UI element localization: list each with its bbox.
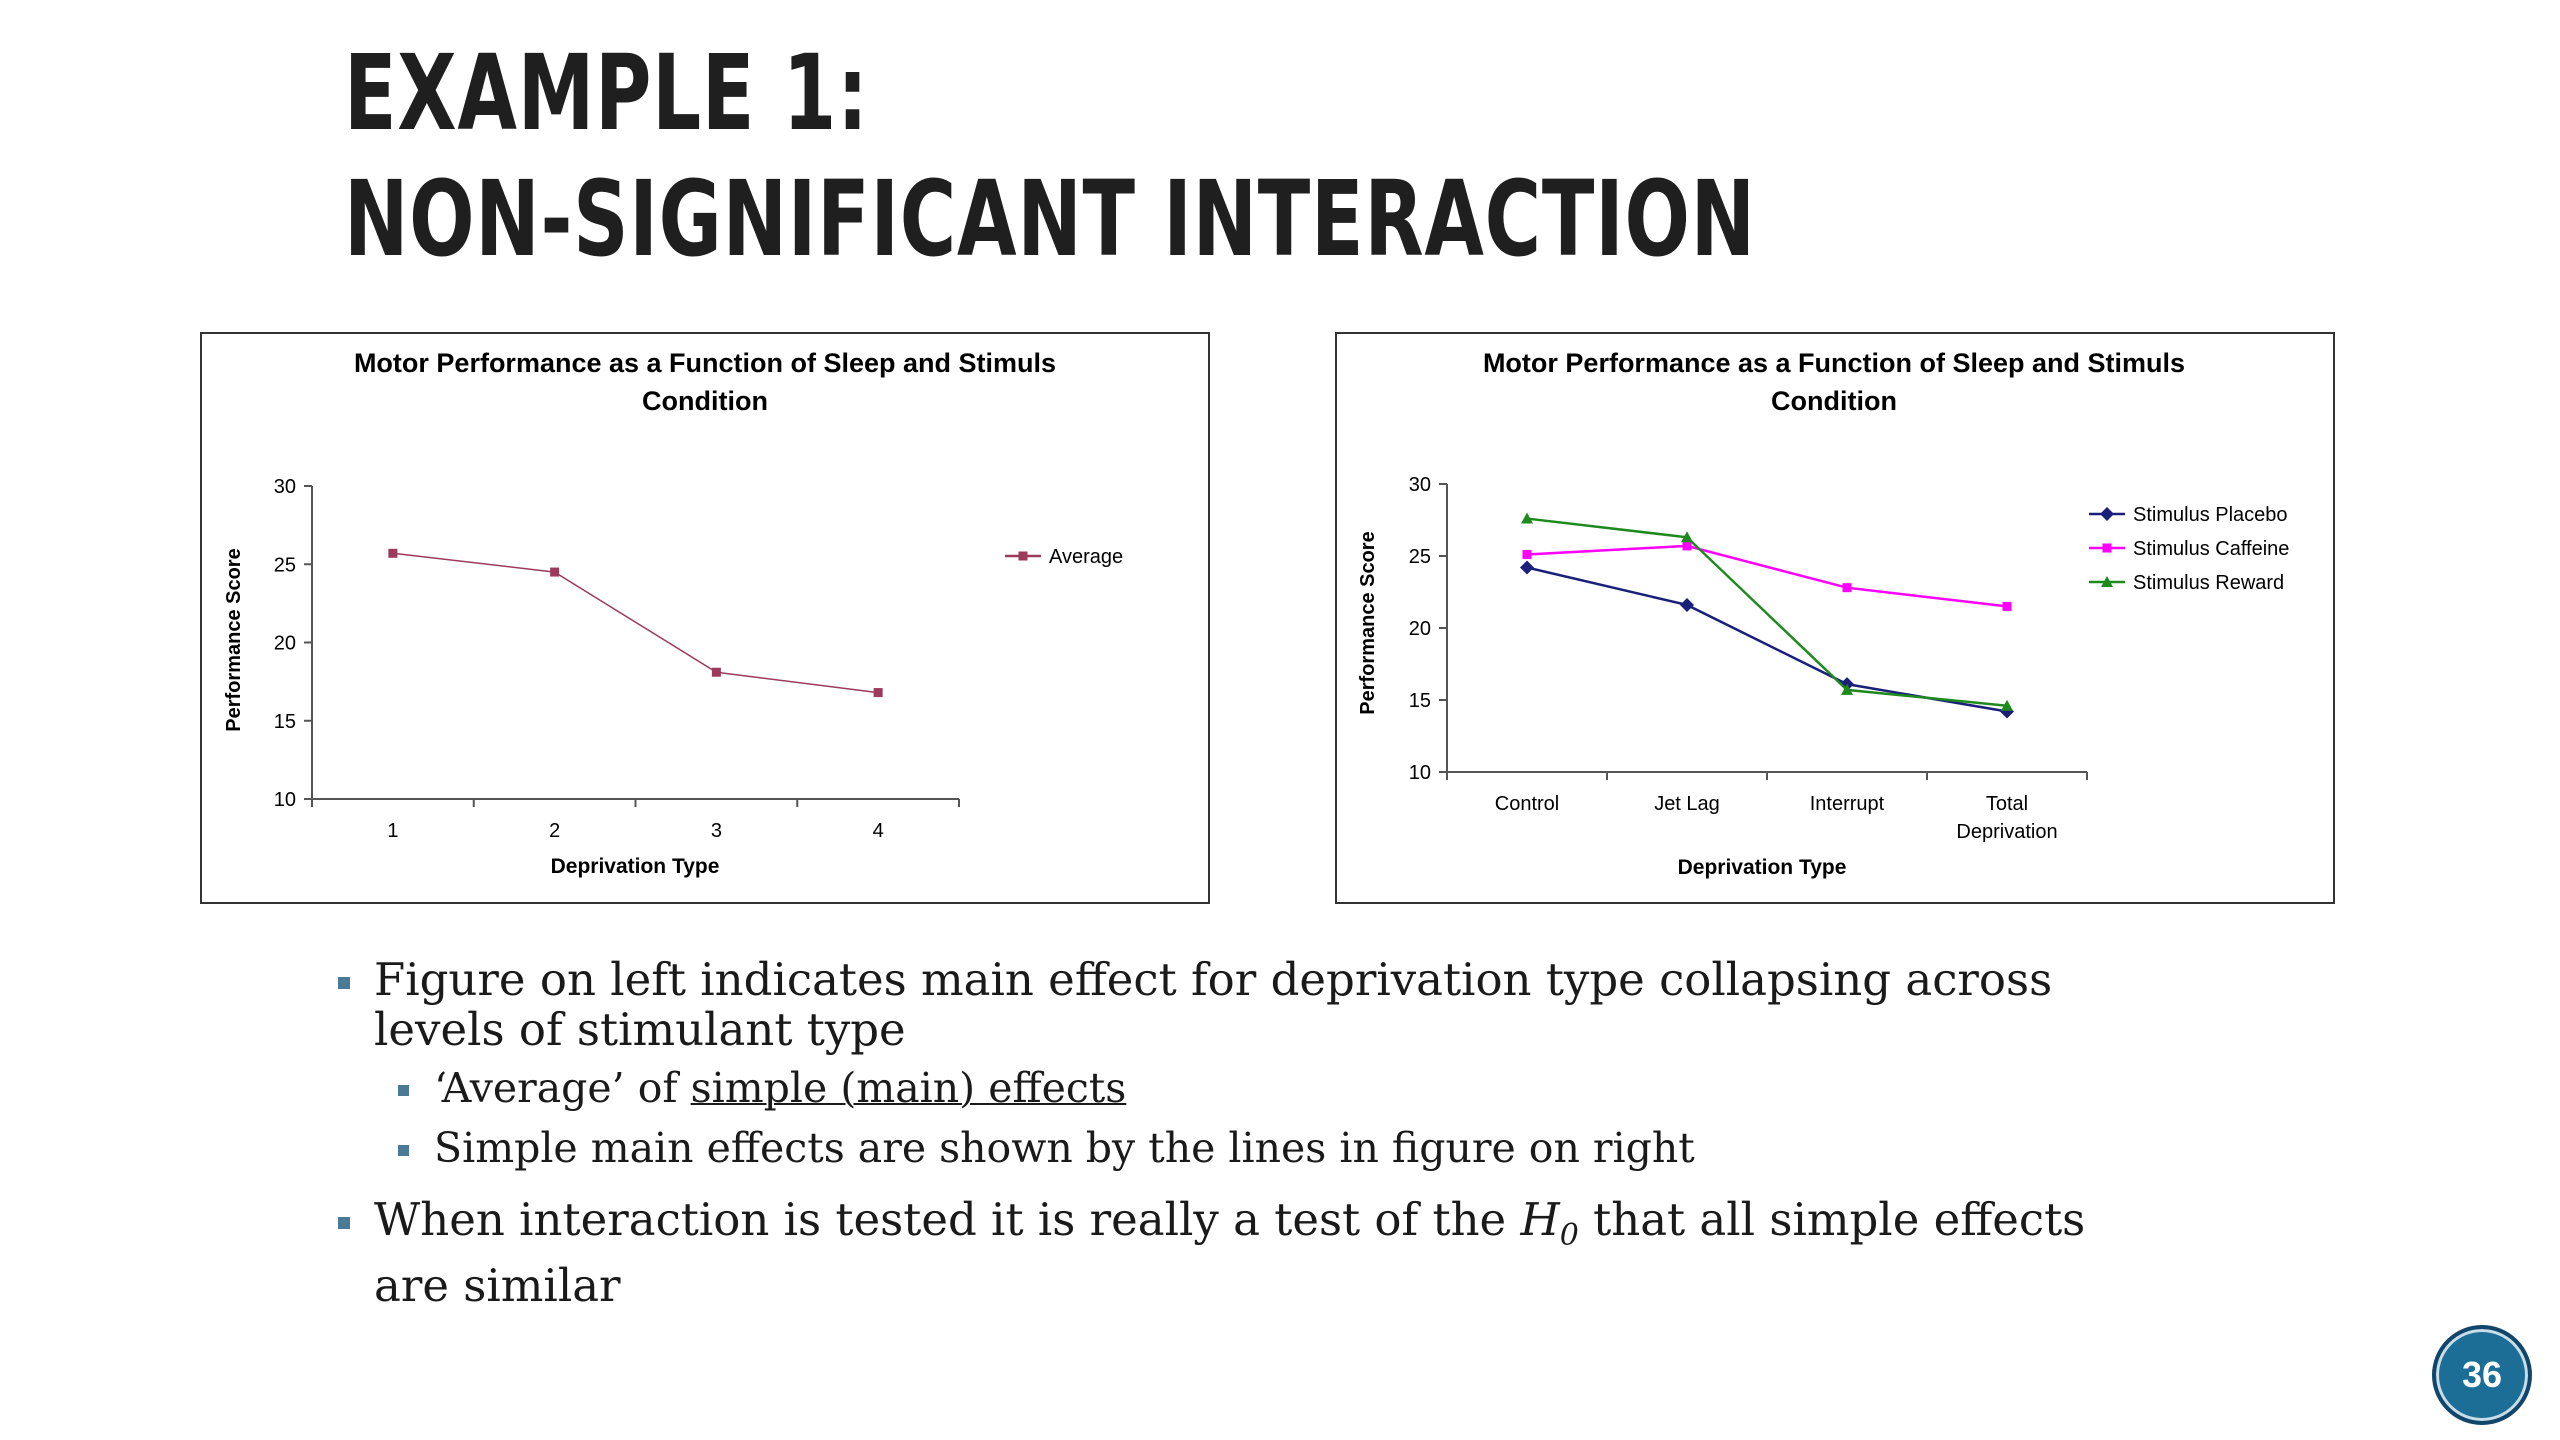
stimulus-conditions-chart: Motor Performance as a Function of Sleep… <box>1335 332 2335 904</box>
y-tick-label: 15 <box>274 711 296 733</box>
series-line <box>1526 566 2008 713</box>
data-point <box>1521 512 1533 524</box>
bullet-list: Figure on left indicates main effect for… <box>338 955 2158 1311</box>
series-line <box>392 552 879 694</box>
bullet-interaction-suffix: that all simple effects are similar <box>374 1193 2086 1312</box>
x-tick-label: 3 <box>711 820 722 842</box>
legend-label: Stimulus Placebo <box>2133 504 2288 526</box>
data-point <box>711 667 721 677</box>
chart-title-line: Condition <box>642 386 768 416</box>
y-tick-label: 20 <box>1409 618 1431 640</box>
legend-marker <box>1018 551 1028 561</box>
bullet-interaction-prefix: When interaction is tested it is really … <box>374 1193 1521 1246</box>
bullet-square-icon <box>398 1145 409 1156</box>
x-tick-label: Control <box>1495 793 1559 815</box>
y-axis-label: Performance Score <box>1357 531 1379 714</box>
bullet-square-icon <box>338 1217 350 1229</box>
legend-label: Average <box>1049 546 1123 568</box>
legend-marker <box>2102 543 2112 553</box>
data-point <box>2002 601 2012 611</box>
bullet-square-icon <box>398 1085 409 1096</box>
x-tick-label: 2 <box>549 820 560 842</box>
x-axis-label: Deprivation Type <box>551 855 720 878</box>
bullet-interaction-test: When interaction is tested it is really … <box>338 1195 2158 1311</box>
series-line <box>1526 517 2008 708</box>
y-tick-label: 30 <box>274 476 296 498</box>
legend-marker <box>2101 576 2113 587</box>
bullet-main-effect: Figure on left indicates main effect for… <box>338 955 2158 1055</box>
data-point <box>1682 541 1692 551</box>
legend-label: Stimulus Caffeine <box>2133 538 2289 560</box>
sub-bullet-simple-main-effects-text: Simple main effects are shown by the lin… <box>434 1124 1695 1172</box>
legend-label: Stimulus Reward <box>2133 572 2284 594</box>
page-number: 36 <box>2461 1354 2503 1395</box>
slide-title: EXAMPLE 1: NON-SIGNIFICANT INTERACTION <box>344 30 1756 282</box>
average-performance-chart: Motor Performance as a Function of Sleep… <box>200 332 1210 904</box>
data-point <box>2001 699 2013 711</box>
y-tick-label: 25 <box>274 554 296 576</box>
chart-title-line: Motor Performance as a Function of Sleep… <box>1483 348 2185 378</box>
data-point <box>873 688 883 698</box>
simple-effects-underlined: simple (main) effects <box>690 1064 1127 1112</box>
x-tick-label: Deprivation <box>1956 821 2057 843</box>
bullet-main-effect-text: Figure on left indicates main effect for… <box>374 953 2053 1056</box>
data-point <box>550 567 560 577</box>
data-point <box>1522 550 1532 560</box>
y-tick-label: 20 <box>274 633 296 655</box>
y-tick-label: 10 <box>274 789 296 811</box>
chart-title-line: Condition <box>1771 386 1897 416</box>
x-tick-label: 4 <box>873 820 884 842</box>
data-point <box>1842 583 1852 593</box>
data-point <box>1680 597 1694 612</box>
y-tick-label: 25 <box>1409 546 1431 568</box>
slide-title-line-2: NON-SIGNIFICANT INTERACTION <box>344 158 1756 280</box>
slide-title-line-1: EXAMPLE 1: <box>344 32 869 154</box>
sub-bullet-simple-main-effects: Simple main effects are shown by the lin… <box>338 1123 2158 1173</box>
y-tick-label: 30 <box>1409 474 1431 496</box>
y-tick-label: 10 <box>1409 762 1431 784</box>
y-tick-label: 15 <box>1409 690 1431 712</box>
data-point <box>1520 560 1534 575</box>
average-chart-svg: Motor Performance as a Function of Sleep… <box>223 348 1123 878</box>
data-point <box>1681 531 1693 543</box>
data-point <box>388 548 398 558</box>
sub-bullet-average-prefix: ‘Average’ of <box>434 1064 691 1112</box>
null-hypothesis-subscript: 0 <box>1559 1218 1579 1253</box>
page-number-badge: 36 <box>2432 1325 2532 1425</box>
series-line <box>1526 544 2008 608</box>
sub-bullet-average: ‘Average’ of simple (main) effects <box>338 1063 2158 1113</box>
stimulus-chart-svg: Motor Performance as a Function of Sleep… <box>1357 348 2289 879</box>
x-axis-label: Deprivation Type <box>1678 856 1847 879</box>
legend-marker <box>2100 507 2114 521</box>
x-tick-label: 1 <box>387 820 398 842</box>
x-tick-label: Total <box>1986 793 2028 815</box>
bullet-square-icon <box>338 977 350 989</box>
x-tick-label: Jet Lag <box>1654 793 1720 815</box>
data-point <box>1841 683 1853 695</box>
null-hypothesis-symbol: H <box>1520 1193 1560 1246</box>
y-axis-label: Performance Score <box>223 548 245 731</box>
x-tick-label: Interrupt <box>1810 793 1885 815</box>
chart-title-line: Motor Performance as a Function of Sleep… <box>354 348 1056 378</box>
